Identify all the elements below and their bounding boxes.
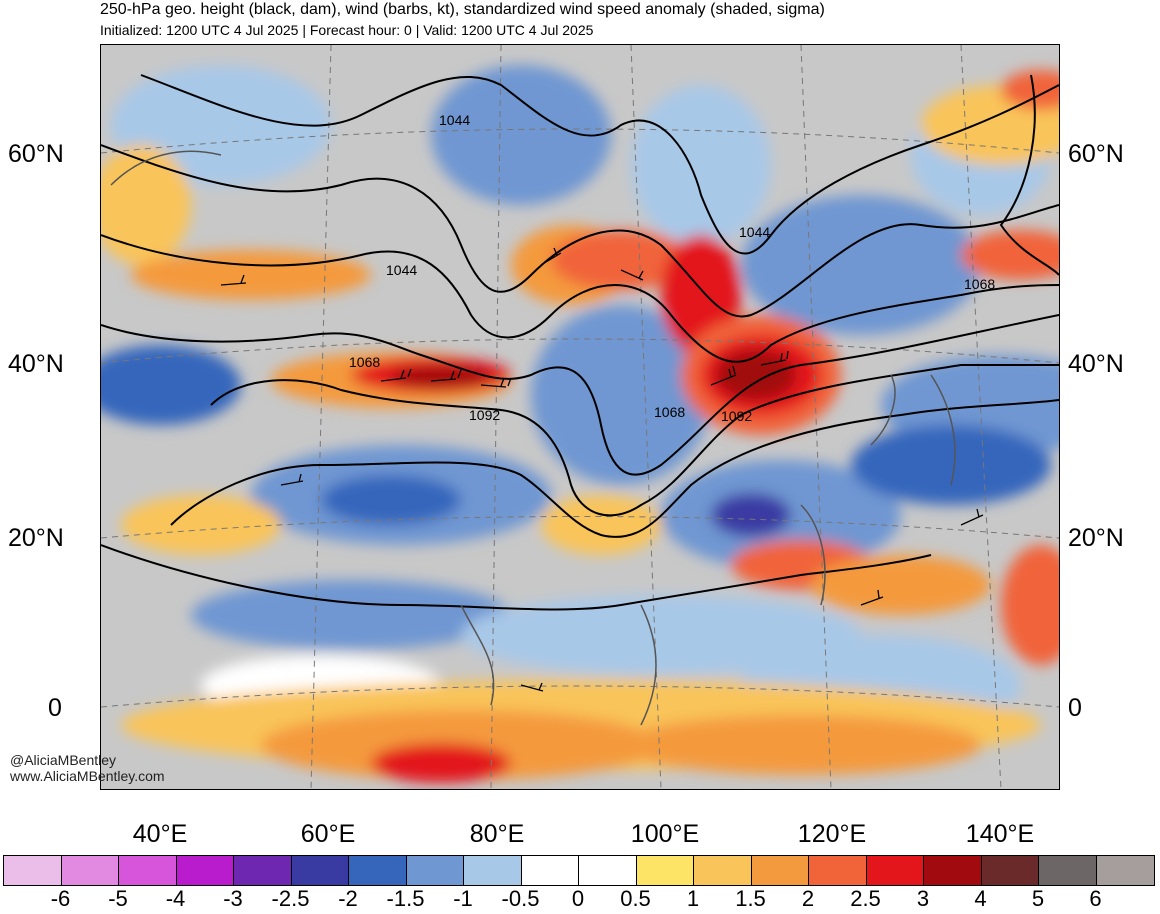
lat-label-right: 20°N (1068, 524, 1124, 552)
lon-label: 140°E (965, 820, 1035, 848)
contour-label: 1068 (964, 276, 995, 292)
colorbar-label: 1.5 (735, 886, 766, 911)
colorbar-label: 4 (974, 886, 987, 911)
colorbar-label: 0.5 (620, 886, 651, 911)
map-subtitle: Initialized: 1200 UTC 4 Jul 2025 | Forec… (100, 22, 594, 38)
colorbar-label: 5 (1031, 886, 1045, 911)
coastlines (110, 150, 956, 726)
watermark-url: www.AliciaMBentley.com (10, 768, 165, 784)
colorbar-swatch (694, 856, 752, 885)
colorbar-label: -1.5 (386, 886, 425, 911)
colorbar-label: 2 (801, 886, 815, 911)
colorbar-label: -0.5 (501, 886, 540, 911)
colorbar-swatch (751, 856, 809, 885)
contour-label: 1068 (349, 354, 380, 370)
colorbar-swatch (349, 856, 407, 885)
colorbar-label: 1 (686, 886, 700, 911)
colorbar-label: 0 (571, 886, 585, 911)
lat-label-right: 0 (1068, 694, 1082, 722)
contour-label: 1044 (386, 262, 417, 278)
contour-label: 1044 (739, 224, 770, 240)
colorbar-label: -6 (50, 886, 71, 911)
lon-label: 120°E (797, 820, 867, 848)
lat-label-left: 20°N (8, 524, 64, 552)
map-title: 250-hPa geo. height (black, dam), wind (… (100, 1, 825, 18)
weather-map: 1044 1044 1044 1068 1092 1068 1092 1068 (100, 44, 1060, 790)
colorbar-swatch (1039, 856, 1097, 885)
colorbar-swatch (291, 856, 349, 885)
lat-label-left: 0 (48, 694, 62, 722)
contour-label: 1068 (654, 404, 685, 420)
colorbar-label: -4 (165, 886, 186, 911)
colorbar-swatch (464, 856, 522, 885)
contour-label: 1044 (439, 112, 470, 128)
colorbar-label: 6 (1089, 886, 1102, 911)
lat-label-left: 40°N (8, 350, 64, 378)
map-canvas: 1044 1044 1044 1068 1092 1068 1092 1068 (101, 45, 1059, 789)
watermark-handle: @AliciaMBentley (10, 752, 117, 768)
lat-label-right: 40°N (1068, 350, 1124, 378)
colorbar-swatch (521, 856, 579, 885)
colorbar-swatch (981, 856, 1039, 885)
colorbar-label: -1 (453, 886, 473, 911)
colorbar-swatch (61, 856, 119, 885)
lon-label: 40°E (132, 820, 188, 848)
colorbar-label: -5 (108, 886, 128, 911)
contour-labels: 1044 1044 1044 1068 1092 1068 1092 1068 (349, 112, 995, 424)
lon-label: 60°E (300, 820, 356, 848)
colorbar-swatch (4, 856, 62, 885)
colorbar-swatch (579, 856, 637, 885)
lon-label: 80°E (469, 820, 525, 848)
colorbar-swatch (636, 856, 694, 885)
colorbar-label: 2.5 (850, 886, 881, 911)
colorbar-label: -2.5 (271, 886, 310, 911)
colorbar-label: -2 (338, 886, 358, 911)
lon-label: 100°E (630, 820, 700, 848)
anomaly-colorbar (3, 855, 1155, 886)
colorbar-swatch (406, 856, 464, 885)
anomaly-shading (101, 65, 1059, 783)
colorbar-swatch (119, 856, 177, 885)
colorbar-label: -3 (223, 886, 243, 911)
colorbar-swatch (234, 856, 292, 885)
colorbar-label: 3 (916, 886, 930, 911)
lat-label-left: 60°N (8, 140, 64, 168)
colorbar-swatch (809, 856, 867, 885)
lat-label-right: 60°N (1068, 140, 1124, 168)
colorbar-swatch (924, 856, 982, 885)
height-contours (101, 74, 1059, 611)
colorbar-swatch (176, 856, 234, 885)
contour-label: 1092 (721, 408, 752, 424)
wind-barbs (220, 247, 984, 692)
colorbar-swatch (866, 856, 924, 885)
contour-label: 1092 (469, 407, 500, 423)
colorbar-swatch (1096, 856, 1154, 885)
